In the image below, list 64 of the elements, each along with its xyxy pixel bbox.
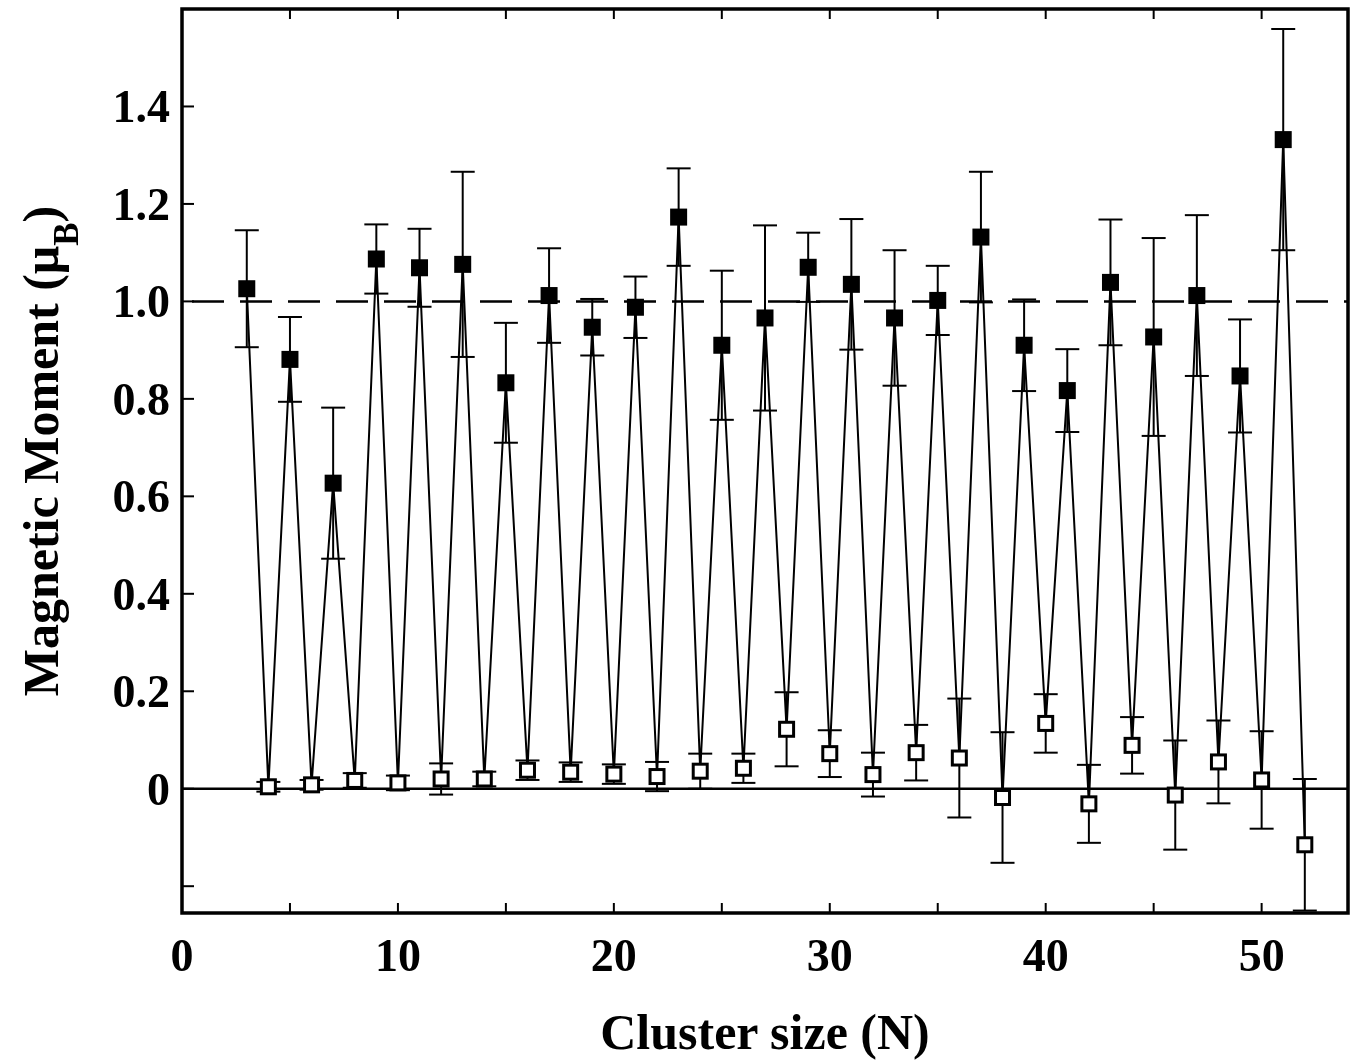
point <box>389 774 407 792</box>
y-tick-label: 0.8 <box>112 373 170 425</box>
point <box>1101 273 1119 291</box>
point <box>238 280 256 298</box>
point <box>799 258 817 276</box>
point <box>907 744 925 762</box>
point <box>929 291 947 309</box>
point <box>756 309 774 327</box>
y-tick-label: 0.6 <box>112 471 170 523</box>
point <box>994 789 1012 806</box>
point <box>259 778 277 796</box>
point <box>648 768 666 786</box>
point <box>1080 795 1098 813</box>
point <box>1296 836 1314 854</box>
x-tick-label: 30 <box>806 930 853 981</box>
point <box>432 770 450 788</box>
point <box>324 474 342 492</box>
point <box>562 763 580 781</box>
point <box>1274 131 1292 149</box>
point <box>281 350 299 368</box>
x-tick-label: 50 <box>1238 930 1285 981</box>
x-tick-label: 40 <box>1022 930 1069 981</box>
point <box>1188 287 1206 305</box>
y-tick-label: 0 <box>147 763 170 815</box>
point <box>670 208 688 226</box>
y-tick-label: 1.0 <box>112 276 170 328</box>
point <box>1231 367 1249 385</box>
point <box>583 318 601 336</box>
point <box>1037 714 1055 732</box>
point <box>950 749 968 767</box>
point <box>518 761 536 779</box>
point <box>691 762 709 780</box>
point <box>886 309 904 327</box>
point <box>346 771 364 789</box>
point <box>1166 786 1184 804</box>
point <box>842 275 860 293</box>
point <box>454 255 472 273</box>
point <box>1145 328 1163 346</box>
x-axis-title: Cluster size (N) <box>600 1004 930 1060</box>
point <box>1015 336 1033 354</box>
point <box>540 287 558 305</box>
point <box>864 766 882 784</box>
y-tick-label: 1.4 <box>112 81 170 133</box>
point <box>734 759 752 777</box>
point <box>1058 382 1076 400</box>
point <box>605 765 623 783</box>
point <box>778 720 796 738</box>
x-tick-label: 20 <box>590 930 637 981</box>
point <box>626 298 644 316</box>
point <box>1123 736 1141 754</box>
point <box>821 745 839 763</box>
y-tick-label: 1.2 <box>112 178 170 230</box>
x-tick-label: 10 <box>374 930 421 981</box>
point <box>411 259 429 277</box>
point <box>303 776 321 794</box>
point <box>367 250 385 268</box>
point <box>972 228 990 246</box>
y-tick-label: 0.2 <box>112 666 170 718</box>
point <box>475 770 493 788</box>
y-tick-label: 0.4 <box>112 568 170 620</box>
point <box>497 374 515 392</box>
point <box>713 336 731 354</box>
point <box>1253 771 1271 789</box>
point <box>1209 753 1227 771</box>
